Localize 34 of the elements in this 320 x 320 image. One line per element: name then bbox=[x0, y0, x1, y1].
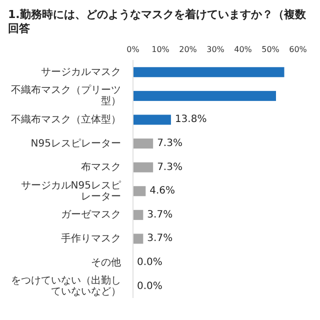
x-tick-label: 30% bbox=[206, 45, 225, 54]
x-tick-label: 0% bbox=[126, 45, 140, 54]
x-tick-label: 10% bbox=[152, 45, 170, 54]
y-tick-label: 不織布マスク（立体型） bbox=[11, 113, 121, 125]
y-tick-label: 布マスク bbox=[81, 160, 121, 173]
y-tick-label: 不織布マスク（プリーツ型） bbox=[11, 84, 121, 107]
bar bbox=[133, 138, 154, 149]
bar bbox=[133, 162, 154, 172]
data-label: 13.8% bbox=[174, 114, 207, 126]
y-tick-label: 手作りマスク bbox=[61, 232, 121, 244]
bar bbox=[133, 114, 171, 125]
x-tick-label: 40% bbox=[234, 45, 252, 54]
data-label: 7.3% bbox=[157, 138, 182, 150]
data-label: 0.0% bbox=[137, 280, 162, 292]
data-label: 7.3% bbox=[157, 162, 182, 173]
y-tick-label: をつけていない（出勤していないなど） bbox=[11, 274, 121, 298]
x-tick-label: 60% bbox=[289, 45, 308, 54]
bar bbox=[133, 234, 144, 244]
data-label: 0.0% bbox=[137, 257, 162, 268]
x-tick-label: 20% bbox=[179, 45, 198, 54]
y-tick-label: その他 bbox=[91, 256, 121, 268]
bar bbox=[133, 210, 144, 220]
data-label: 4.6% bbox=[150, 186, 176, 197]
y-tick-label: サージカルN95レスピレーター bbox=[20, 180, 121, 202]
data-label: 3.7% bbox=[147, 209, 173, 220]
bar bbox=[133, 90, 276, 101]
x-tick-label: 50% bbox=[262, 45, 280, 54]
bar bbox=[133, 186, 146, 196]
data-label: 3.7% bbox=[147, 233, 173, 244]
y-tick-label: N95レスピレーター bbox=[30, 138, 121, 149]
bar bbox=[133, 67, 284, 78]
y-tick-label: ガーゼマスク bbox=[61, 209, 121, 220]
chart-title: 1.勤務時には、どのようなマスクを着けていますか？（複数回答 bbox=[8, 8, 307, 36]
y-tick-label: サージカルマスク bbox=[41, 66, 121, 78]
